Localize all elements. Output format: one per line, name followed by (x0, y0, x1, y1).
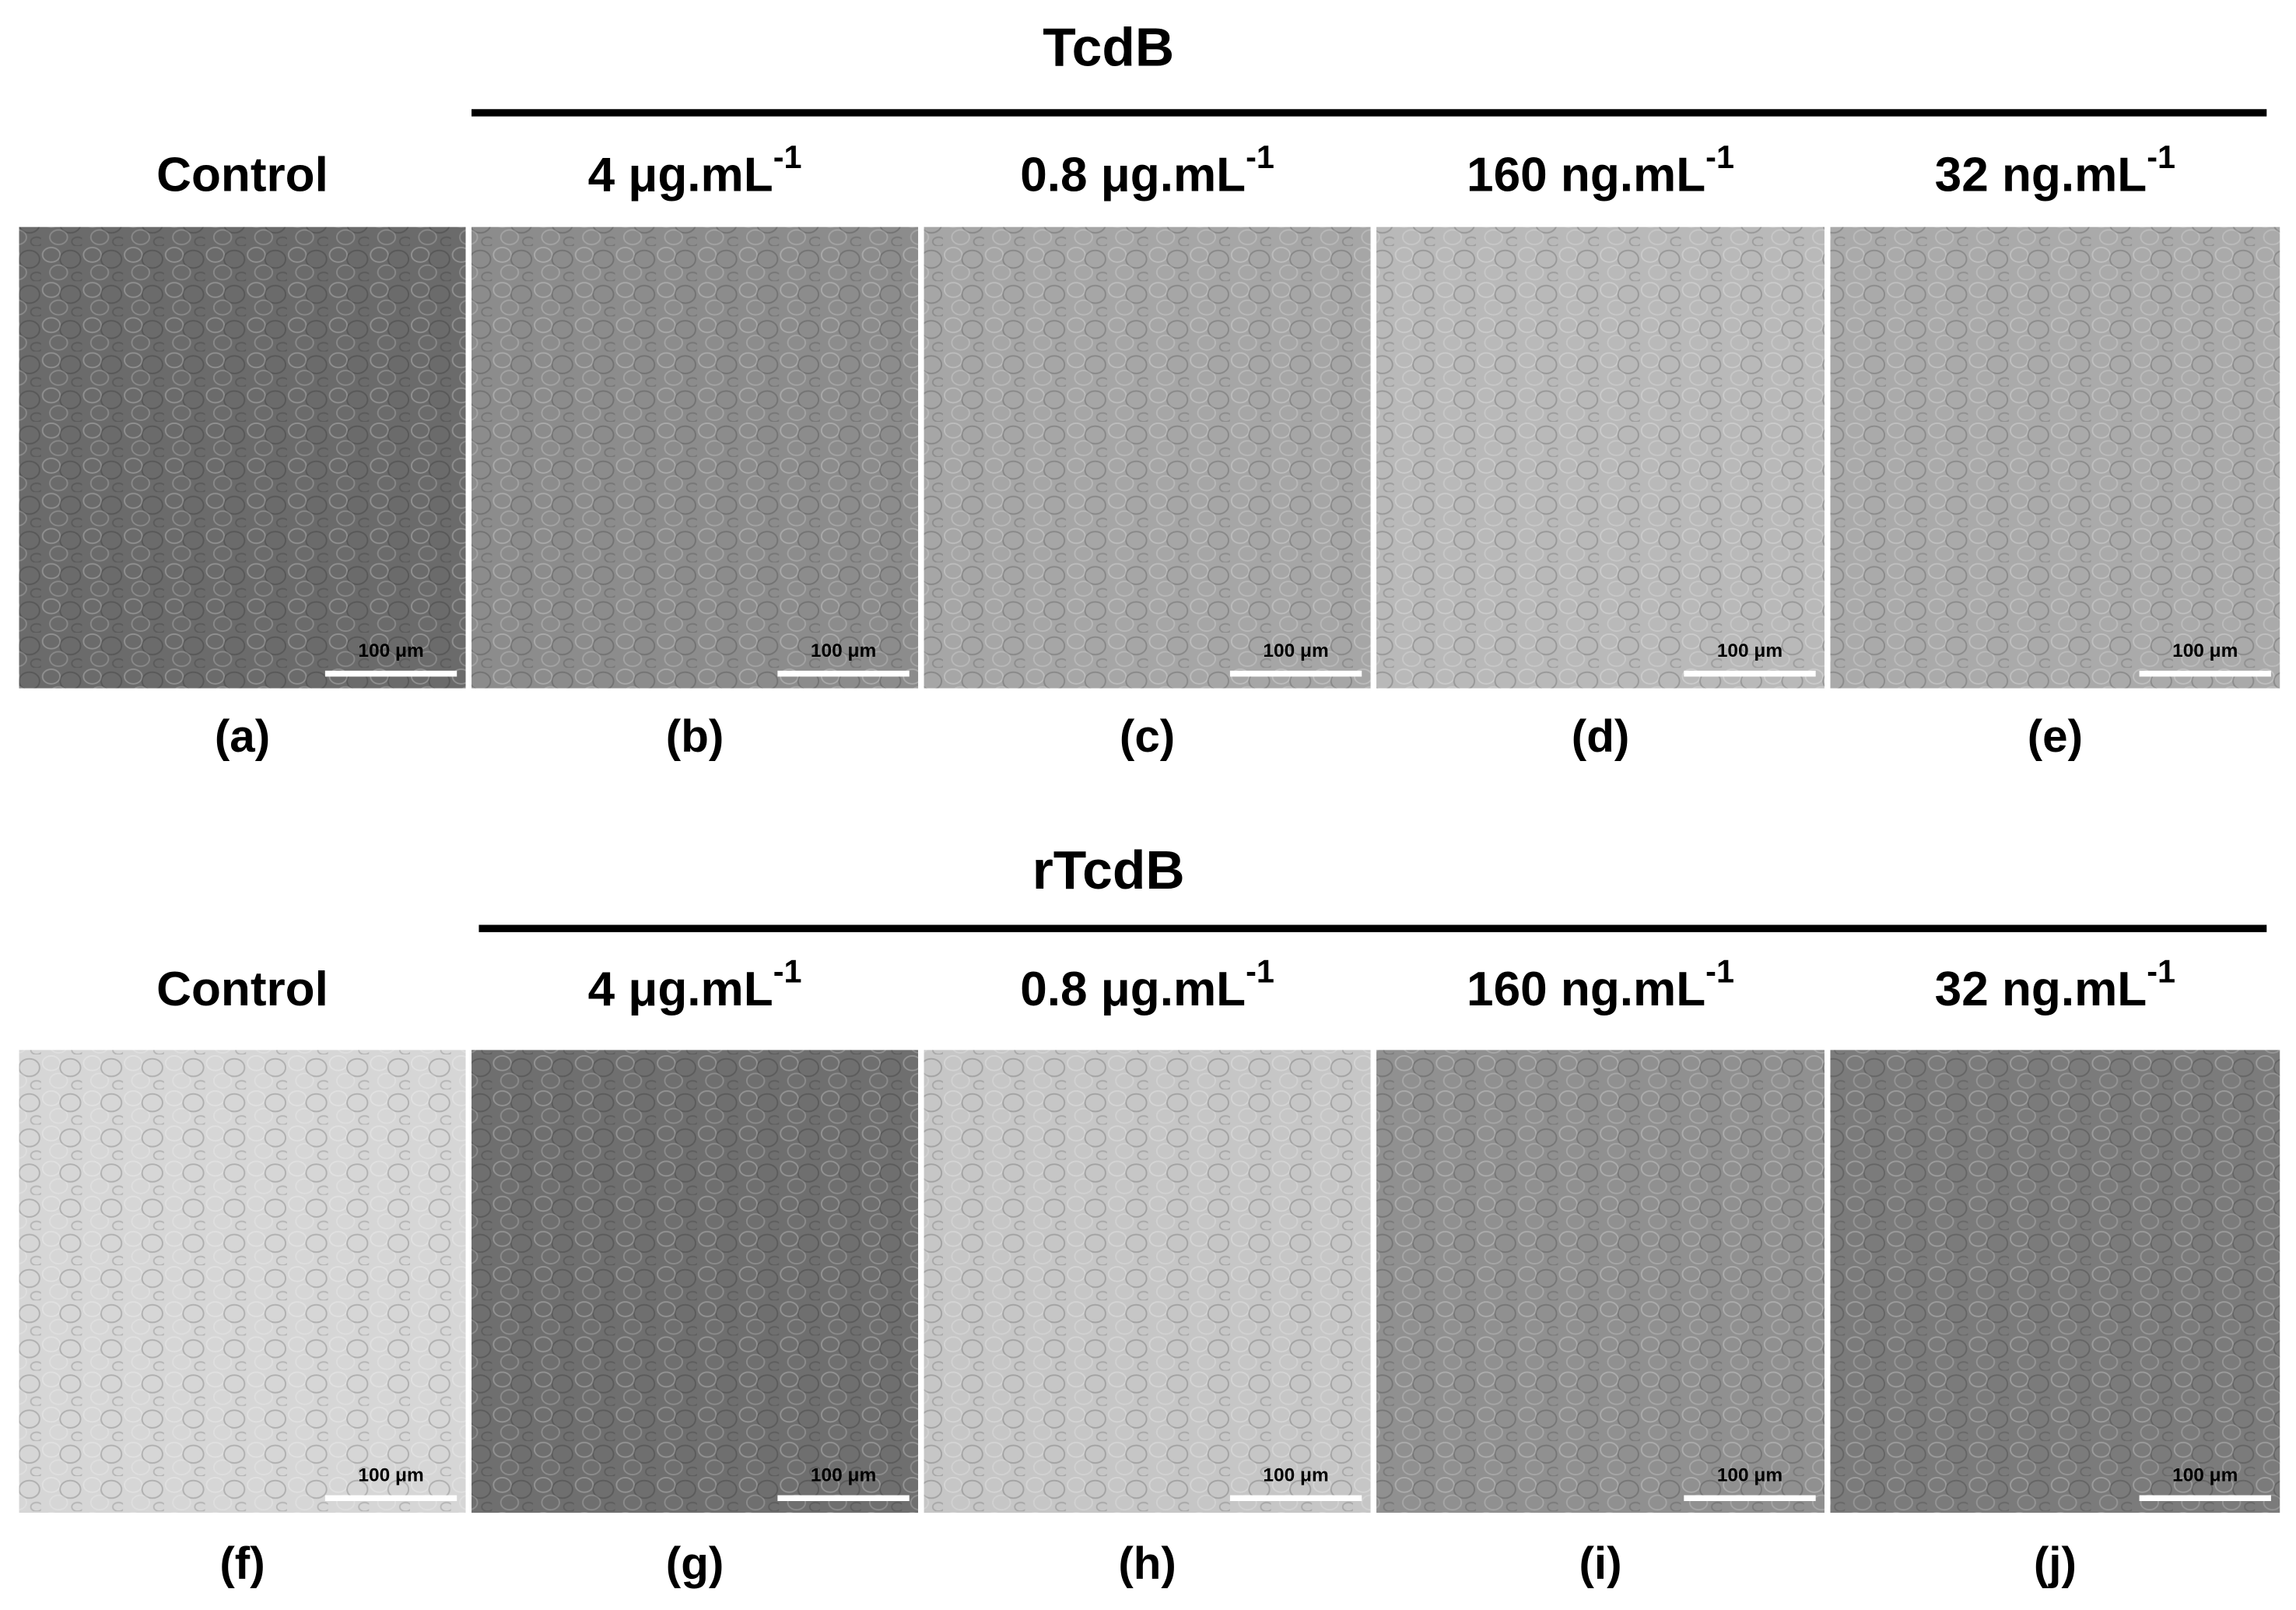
header-text: 4 μg.mL (588, 963, 773, 1016)
panel-label: (g) (666, 1538, 724, 1589)
micrograph-texture (1830, 1050, 2280, 1514)
scale-bar-label: 100 μm (2172, 640, 2238, 661)
header-superscript: -1 (1246, 953, 1274, 989)
panel-label: (c) (1120, 711, 1175, 762)
header-text: 32 ng.mL (1935, 963, 2147, 1016)
scale-bar-label: 100 μm (811, 640, 876, 661)
panel-label: (i) (1579, 1538, 1621, 1589)
panel-label: (j) (2034, 1538, 2077, 1589)
panel-label: (f) (219, 1538, 265, 1589)
scale-bar-label: 100 μm (2172, 1464, 2238, 1485)
column-header: 4 μg.mL-1 (588, 139, 802, 202)
column-header: 32 ng.mL-1 (1935, 139, 2175, 202)
column-header: 0.8 μg.mL-1 (1020, 139, 1274, 202)
scale-bar-label: 100 μm (1717, 640, 1782, 661)
header-text: 0.8 μg.mL (1020, 963, 1246, 1016)
header-superscript: -1 (773, 139, 802, 175)
header-text: 32 ng.mL (1935, 149, 2147, 202)
micrograph-texture (19, 226, 466, 689)
column-header: 160 ng.mL-1 (1467, 953, 1734, 1016)
column-header: 4 μg.mL-1 (588, 953, 802, 1016)
scale-bar-label: 100 μm (1263, 1464, 1328, 1485)
panel-label: (h) (1118, 1538, 1176, 1589)
column-header: Control (156, 963, 328, 1016)
column-header: 32 ng.mL-1 (1935, 953, 2175, 1016)
header-text: 0.8 μg.mL (1020, 149, 1246, 202)
micrograph-texture (19, 1050, 466, 1514)
micrograph-texture (471, 226, 919, 689)
header-superscript: -1 (773, 953, 802, 989)
micrograph-texture (1376, 226, 1825, 689)
panel-label: (a) (215, 711, 270, 762)
column-header: 0.8 μg.mL-1 (1020, 953, 1274, 1016)
scale-bar-label: 100 μm (1263, 640, 1328, 661)
header-text: Control (156, 963, 328, 1016)
scale-bar-label: 100 μm (358, 1464, 423, 1485)
header-superscript: -1 (1705, 139, 1734, 175)
micrograph-texture (1376, 1050, 1825, 1514)
micrograph-texture (924, 226, 1371, 689)
micrograph-texture (924, 1050, 1371, 1514)
header-superscript: -1 (2147, 139, 2175, 175)
column-header: Control (156, 149, 328, 202)
header-superscript: -1 (1705, 953, 1734, 989)
panel-label: (b) (666, 711, 724, 762)
scale-bar-label: 100 μm (811, 1464, 876, 1485)
scale-bar-label: 100 μm (1717, 1464, 1782, 1485)
header-superscript: -1 (2147, 953, 2175, 989)
micrograph-texture (471, 1050, 919, 1514)
header-text: 4 μg.mL (588, 149, 773, 202)
panel-label: (d) (1572, 711, 1629, 762)
column-header: 160 ng.mL-1 (1467, 139, 1734, 202)
scale-bar-label: 100 μm (358, 640, 423, 661)
header-text: Control (156, 149, 328, 202)
micrograph-texture (1830, 226, 2280, 689)
group-title: TcdB (1043, 16, 1174, 77)
header-superscript: -1 (1246, 139, 1274, 175)
header-text: 160 ng.mL (1467, 963, 1705, 1016)
panel-label: (e) (2028, 711, 2083, 762)
group-title: rTcdB (1032, 840, 1185, 900)
header-text: 160 ng.mL (1467, 149, 1705, 202)
